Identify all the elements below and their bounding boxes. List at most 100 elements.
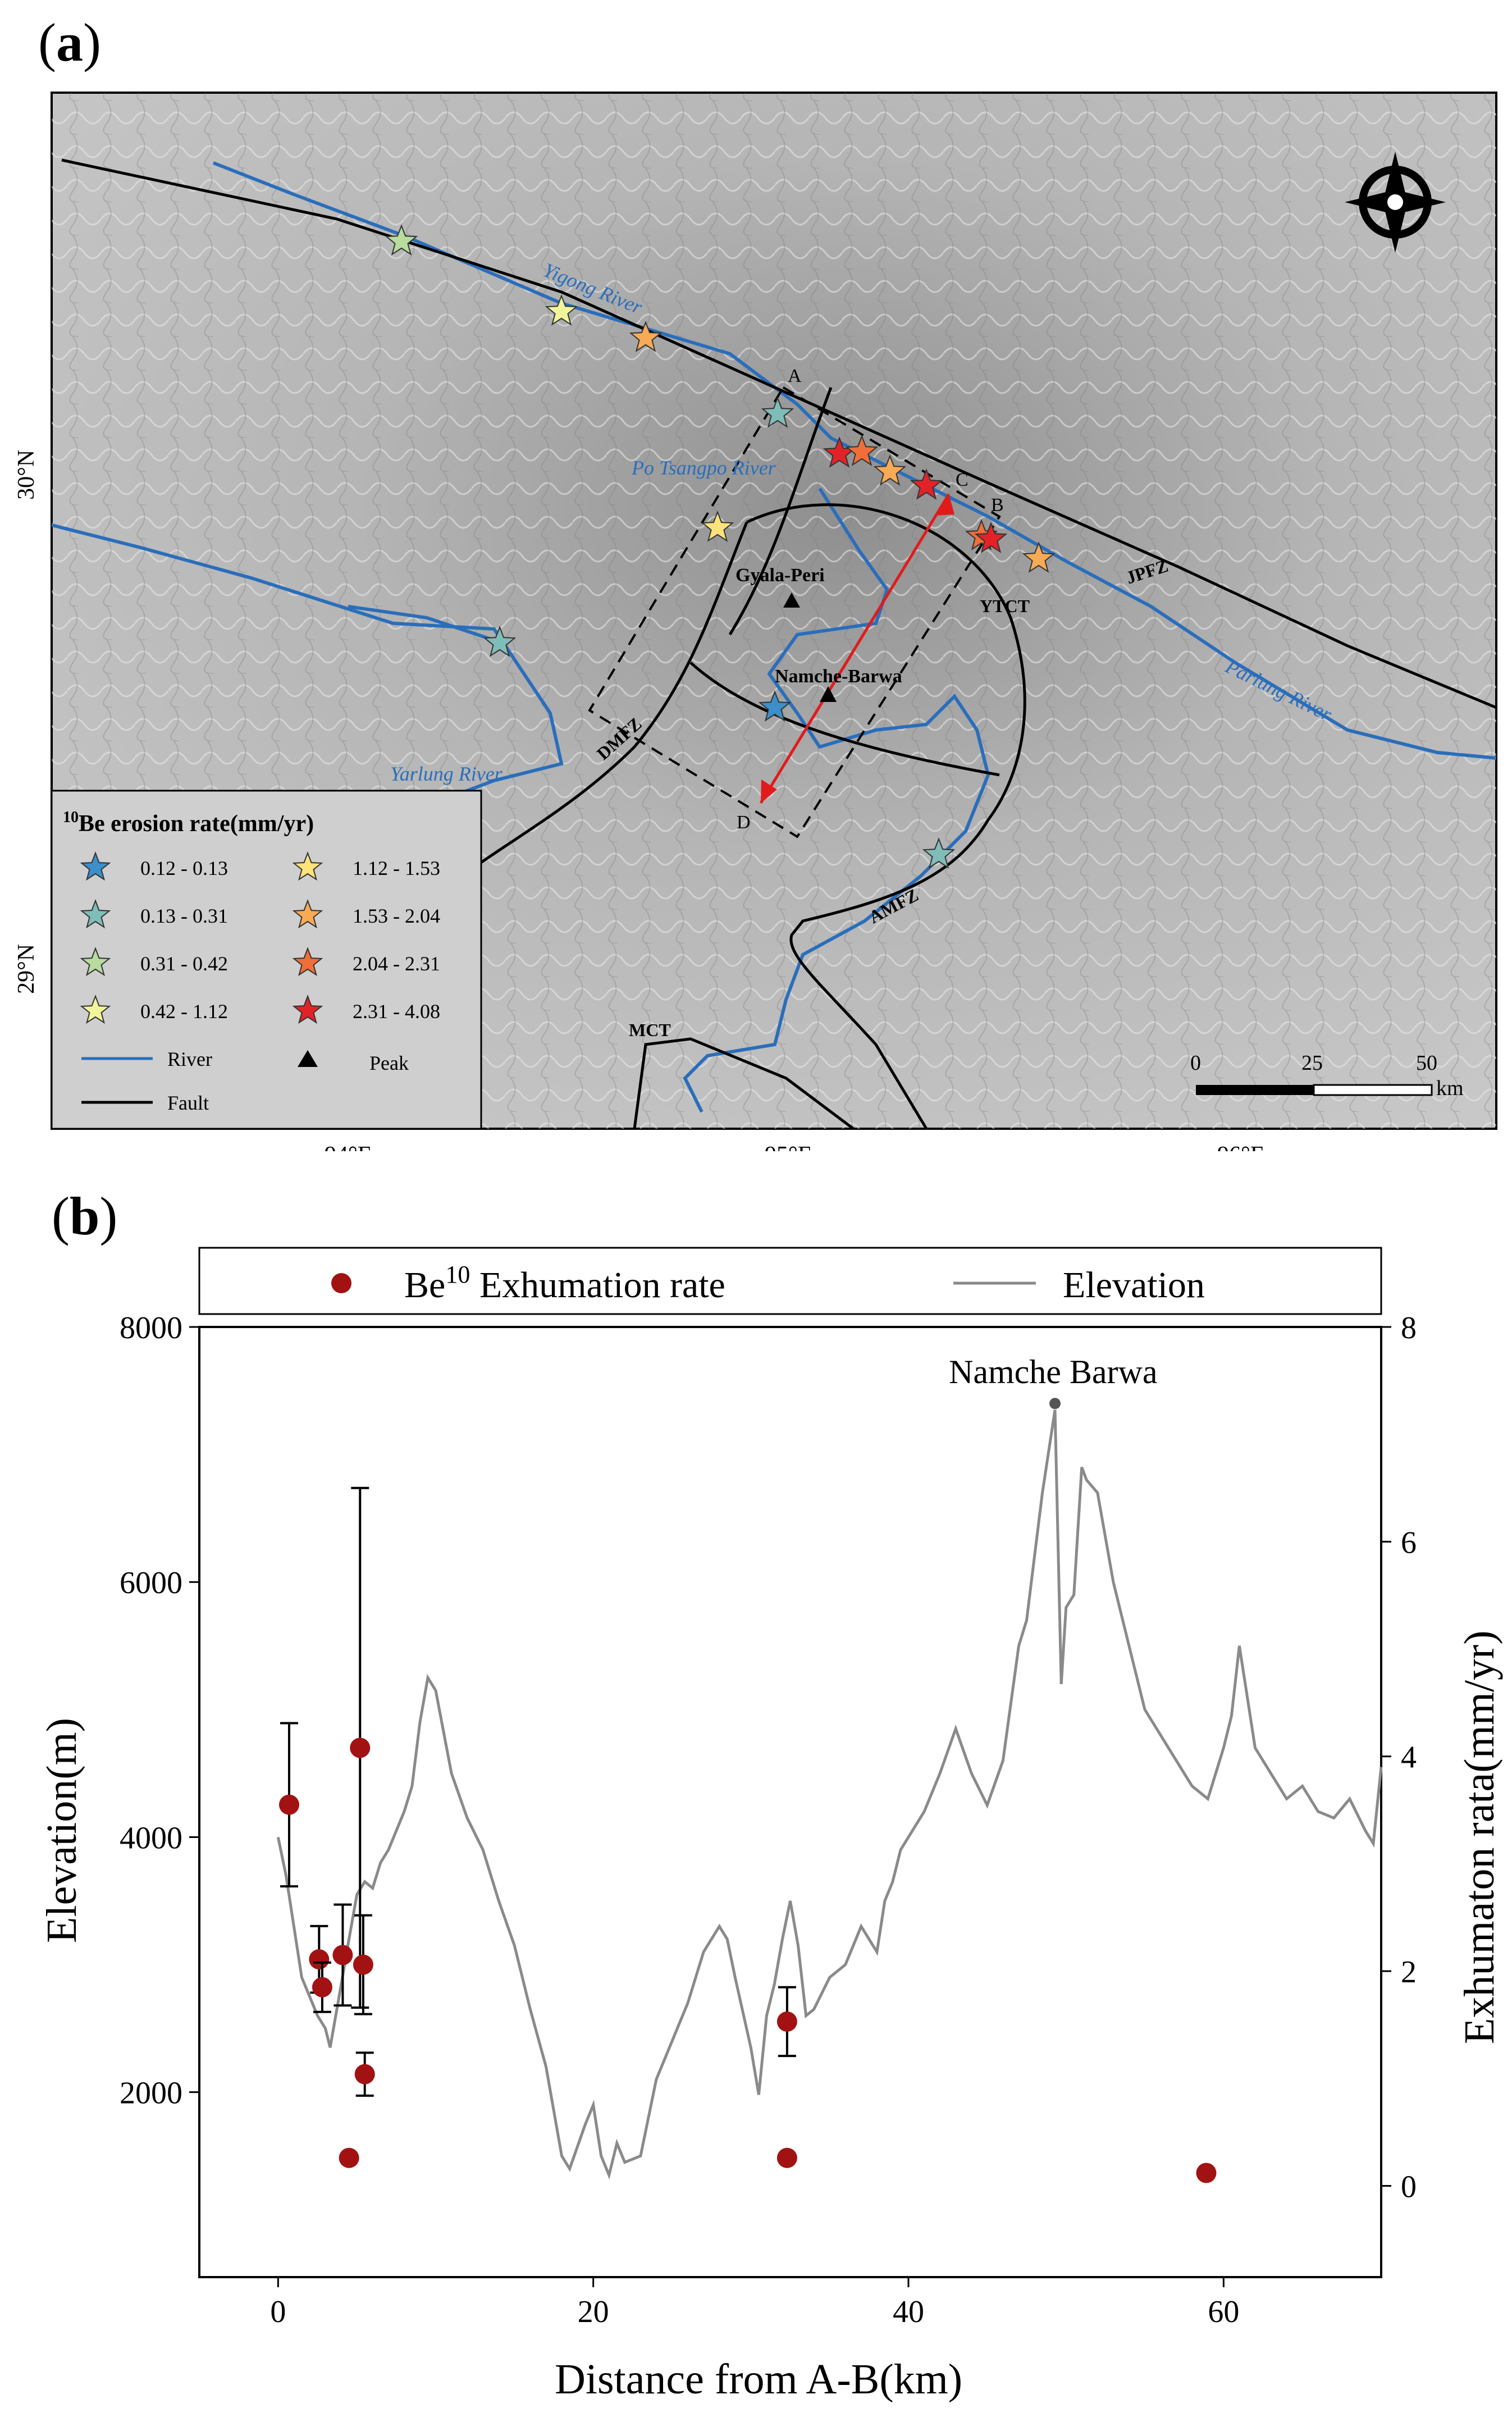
peak-marker — [1049, 1398, 1061, 1410]
fault-dmfz — [454, 522, 748, 883]
map-figure: A B C D Gyala-Peri Namche-Barwa Yigong R… — [13, 92, 1497, 1151]
scale-unit: km — [1436, 1077, 1464, 1100]
legend-range-2: 0.31 - 0.42 — [140, 952, 228, 975]
river-yarlung — [51, 523, 564, 800]
label-ytct: YTCT — [980, 596, 1030, 616]
exhumation-point-4 — [339, 2147, 359, 2168]
peaks: Gyala-Peri Namche-Barwa — [736, 565, 902, 702]
yl-tick-3: 8000 — [120, 1311, 182, 1345]
north-arrow-icon — [1345, 152, 1446, 253]
point-d: D — [737, 812, 751, 833]
peak-label-gyala: Gyala-Peri — [736, 565, 825, 586]
point-b: B — [991, 495, 1004, 516]
legend-peak-icon — [298, 1050, 318, 1067]
panel-a-letter: a — [56, 12, 83, 72]
legend-elevation-label: Elevation — [1063, 1265, 1205, 1306]
peak-annotation: Namche Barwa — [949, 1353, 1157, 1390]
legend-star-7 — [292, 995, 323, 1024]
yr-tick-2: 4 — [1401, 1740, 1417, 1775]
map-axis-labels: 30°N 29°N 94°E 95°E 96°E — [13, 450, 1264, 1151]
sample-star-10 — [1022, 541, 1056, 573]
legend-star-3 — [80, 995, 111, 1024]
legend-star-6 — [292, 947, 323, 977]
legend-range-0: 0.12 - 0.13 — [140, 857, 228, 879]
fault-mct — [633, 1037, 855, 1130]
legend-peak-label: Peak — [369, 1052, 409, 1074]
x-tick-3: 60 — [1208, 2295, 1239, 2329]
peak-label-namche: Namche-Barwa — [775, 666, 902, 687]
sample-star-1 — [545, 294, 578, 326]
lat-30: 30°N — [13, 450, 39, 500]
exhumation-point-5 — [350, 1737, 371, 1758]
fault-jpfz — [61, 158, 1497, 709]
profile-chart: Be10 Exhumation rate Elevation 0 20 40 60 20… — [38, 1247, 1503, 2403]
scale-tick-25: 25 — [1301, 1051, 1323, 1075]
x-axis-title: Distance from A-B(km) — [555, 2356, 962, 2403]
scale-tick-50: 50 — [1416, 1051, 1437, 1075]
point-labels: A B C D — [737, 366, 1004, 833]
lon-94: 94°E — [325, 1142, 372, 1151]
panel-b-label: (b) — [52, 1186, 118, 1246]
point-a: A — [788, 366, 802, 386]
sample-star-3 — [761, 396, 794, 428]
peak-gyala-peri — [783, 592, 800, 608]
sample-star-13 — [758, 690, 792, 722]
legend-star-2 — [80, 947, 111, 977]
axis-ticks: 0 20 40 60 2000 4000 6000 8000 0 2 4 6 8 — [120, 1311, 1417, 2329]
lon-95: 95°E — [765, 1142, 812, 1151]
elevation-series — [276, 1398, 1383, 2180]
yr-tick-4: 8 — [1401, 1311, 1417, 1345]
sample-star-9 — [974, 522, 1008, 553]
sample-star-11 — [701, 510, 734, 542]
legend-star-0 — [80, 851, 111, 881]
fault-dmfz-branch — [728, 387, 833, 636]
x-tick-0: 0 — [270, 2295, 286, 2329]
legend-exhumation-marker — [331, 1273, 351, 1293]
plot-area — [198, 1326, 1382, 2278]
yr-tick-3: 6 — [1401, 1525, 1417, 1560]
exhumation-point-9 — [776, 2147, 797, 2168]
exhumation-point-10 — [1196, 2163, 1217, 2183]
legend-exhumation-label: Be10 Exhumation rate — [404, 1261, 725, 1306]
exhumation-point-0 — [278, 1794, 299, 1815]
chart-legend: Be10 Exhumation rate Elevation — [198, 1247, 1382, 1315]
label-mct: MCT — [629, 1020, 671, 1040]
y-axis-title-right: Exhumaton rata(mm/yr) — [1456, 1630, 1503, 2044]
point-c: C — [956, 469, 969, 490]
exhumation-series — [278, 1486, 1217, 2183]
legend-star-5 — [292, 899, 323, 929]
sample-star-6 — [873, 454, 907, 486]
label-yarlung: Yarlung River — [390, 763, 503, 785]
legend-fault-label: Fault — [167, 1092, 209, 1114]
map-legend: 10Be erosion rate(mm/yr) 0.12 - 0.13 0.13… — [51, 790, 482, 1130]
exhumation-point-1 — [309, 1949, 330, 1970]
x-tick-1: 20 — [578, 2295, 609, 2329]
yl-tick-0: 2000 — [120, 2076, 182, 2111]
exhumation-point-3 — [332, 1945, 353, 1965]
legend-range-5: 1.53 - 2.04 — [353, 905, 440, 927]
label-po-tsangpo: Po Tsangpo River — [631, 457, 776, 479]
legend-star-1 — [80, 899, 111, 929]
elevation-line — [276, 1410, 1383, 2180]
legend-range-6: 2.04 - 2.31 — [353, 952, 440, 975]
sample-star-0 — [385, 224, 418, 256]
exhumation-point-6 — [353, 1954, 373, 1975]
scale-bar: 0 25 50 km — [1190, 1051, 1464, 1100]
sample-stars — [385, 224, 1056, 869]
sample-star-5 — [845, 435, 879, 466]
scale-tick-0: 0 — [1190, 1051, 1201, 1075]
y-axis-title-left: Elevation(m) — [38, 1718, 85, 1943]
legend-range-1: 0.13 - 0.31 — [140, 905, 228, 927]
yl-tick-1: 4000 — [120, 1821, 182, 1855]
profile-arrow — [759, 493, 954, 804]
river-po-tsangpo — [683, 487, 990, 1113]
legend-title: 10Be erosion rate(mm/yr) — [63, 809, 314, 837]
exhumation-point-7 — [354, 2064, 375, 2085]
panel-a-label: (a) — [38, 12, 101, 72]
legend-range-7: 2.31 - 4.08 — [353, 1000, 440, 1023]
x-tick-2: 40 — [893, 2295, 924, 2329]
sample-star-14 — [922, 837, 956, 869]
legend-star-4 — [292, 851, 323, 881]
sample-star-12 — [483, 626, 517, 657]
exhumation-point-8 — [776, 2011, 797, 2032]
